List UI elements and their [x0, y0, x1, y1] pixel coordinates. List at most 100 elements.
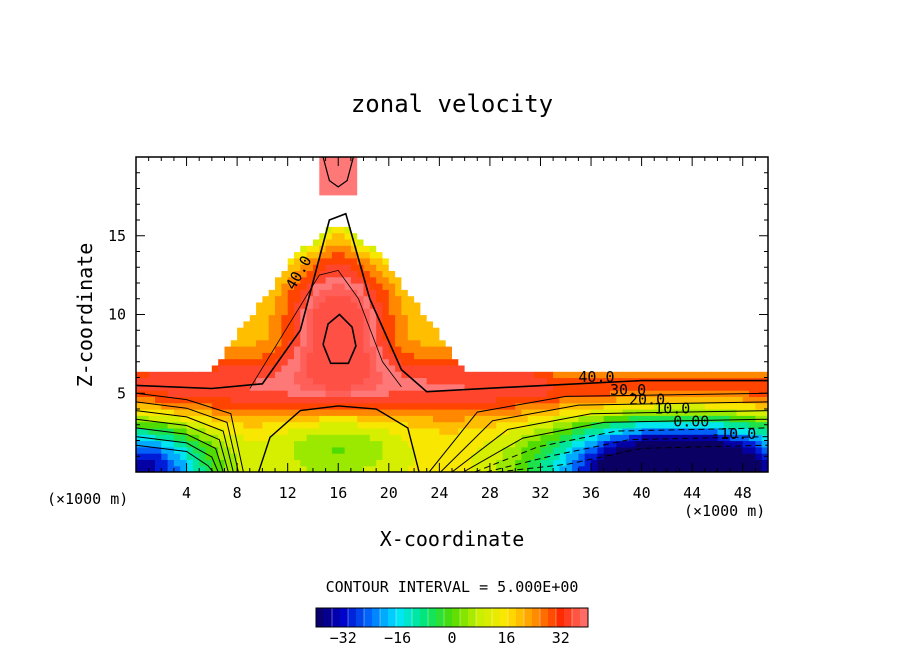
field-cell — [603, 238, 611, 246]
field-cell — [382, 339, 390, 347]
field-cell — [136, 157, 143, 164]
field-cell — [458, 453, 466, 460]
field-cell — [136, 371, 143, 379]
field-cell — [521, 220, 529, 227]
field-cell — [698, 264, 706, 271]
field-cell — [350, 339, 358, 347]
field-cell — [331, 283, 339, 290]
field-cell — [736, 295, 744, 303]
field-cell — [205, 232, 213, 240]
field-cell — [540, 175, 548, 183]
field-cell — [666, 169, 674, 177]
field-cell — [357, 175, 365, 183]
field-cell — [597, 377, 605, 385]
field-cell — [161, 245, 169, 253]
field-cell — [458, 308, 466, 316]
field-cell — [736, 446, 744, 454]
field-cell — [300, 453, 308, 460]
field-cell — [559, 213, 567, 221]
field-cell — [275, 402, 282, 410]
field-cell — [331, 232, 339, 240]
field-cell — [597, 453, 605, 460]
field-cell — [673, 396, 681, 404]
field-cell — [142, 251, 150, 259]
field-cell — [489, 459, 497, 467]
field-cell — [515, 207, 523, 215]
field-cell — [369, 232, 377, 240]
field-cell — [749, 163, 756, 171]
field-cell — [610, 201, 617, 208]
field-cell — [142, 169, 150, 177]
field-cell — [452, 314, 459, 322]
field-cell — [496, 207, 504, 215]
field-cell — [496, 201, 504, 208]
field-cell — [647, 459, 655, 467]
field-cell — [230, 283, 238, 290]
field-cell — [136, 339, 143, 347]
field-cell — [452, 409, 459, 416]
field-cell — [496, 157, 504, 164]
field-cell — [635, 308, 643, 316]
field-cell — [629, 276, 636, 284]
field-cell — [338, 465, 346, 472]
field-cell — [319, 352, 327, 360]
field-cell — [268, 289, 276, 297]
field-cell — [730, 301, 737, 309]
field-cell — [192, 188, 200, 196]
field-cell — [471, 415, 478, 423]
field-cell — [357, 465, 365, 472]
field-cell — [591, 352, 598, 360]
field-cell — [521, 346, 529, 353]
field-cell — [717, 320, 725, 328]
field-cell — [142, 201, 150, 208]
field-cell — [489, 427, 497, 435]
field-cell — [698, 232, 706, 240]
field-cell — [142, 446, 150, 454]
field-cell — [414, 327, 421, 334]
field-cell — [414, 276, 421, 284]
field-cell — [603, 352, 611, 360]
field-cell — [401, 346, 409, 353]
field-cell — [186, 453, 194, 460]
field-cell — [723, 175, 731, 183]
field-cell — [287, 396, 295, 404]
field-cell — [483, 459, 491, 467]
field-cell — [249, 238, 257, 246]
field-cell — [325, 207, 333, 215]
field-cell — [515, 188, 523, 196]
field-cell — [445, 421, 453, 429]
field-cell — [420, 245, 428, 253]
field-cell — [186, 402, 194, 410]
field-cell — [616, 371, 624, 379]
field-cell — [230, 383, 238, 391]
field-cell — [167, 358, 175, 366]
field-cell — [388, 327, 396, 334]
field-cell — [243, 346, 251, 353]
field-cell — [521, 390, 529, 397]
field-cell — [331, 157, 339, 164]
field-cell — [407, 169, 415, 177]
field-cell — [692, 440, 700, 448]
field-cell — [477, 194, 485, 202]
field-cell — [616, 182, 624, 190]
field-cell — [572, 157, 579, 164]
field-cell — [161, 465, 169, 472]
field-cell — [610, 157, 617, 164]
field-cell — [306, 465, 314, 472]
field-cell — [736, 257, 744, 265]
field-cell — [325, 352, 333, 360]
field-cell — [281, 226, 289, 234]
field-cell — [420, 289, 428, 297]
field-cell — [629, 308, 636, 316]
field-cell — [591, 327, 598, 334]
field-cell — [565, 320, 573, 328]
field-cell — [350, 371, 358, 379]
field-cell — [704, 421, 712, 429]
field-cell — [237, 194, 244, 202]
field-cell — [382, 459, 390, 467]
field-cell — [268, 157, 276, 164]
field-cell — [350, 182, 358, 190]
field-cell — [382, 264, 390, 271]
field-cell — [502, 251, 510, 259]
field-cell — [496, 270, 504, 278]
